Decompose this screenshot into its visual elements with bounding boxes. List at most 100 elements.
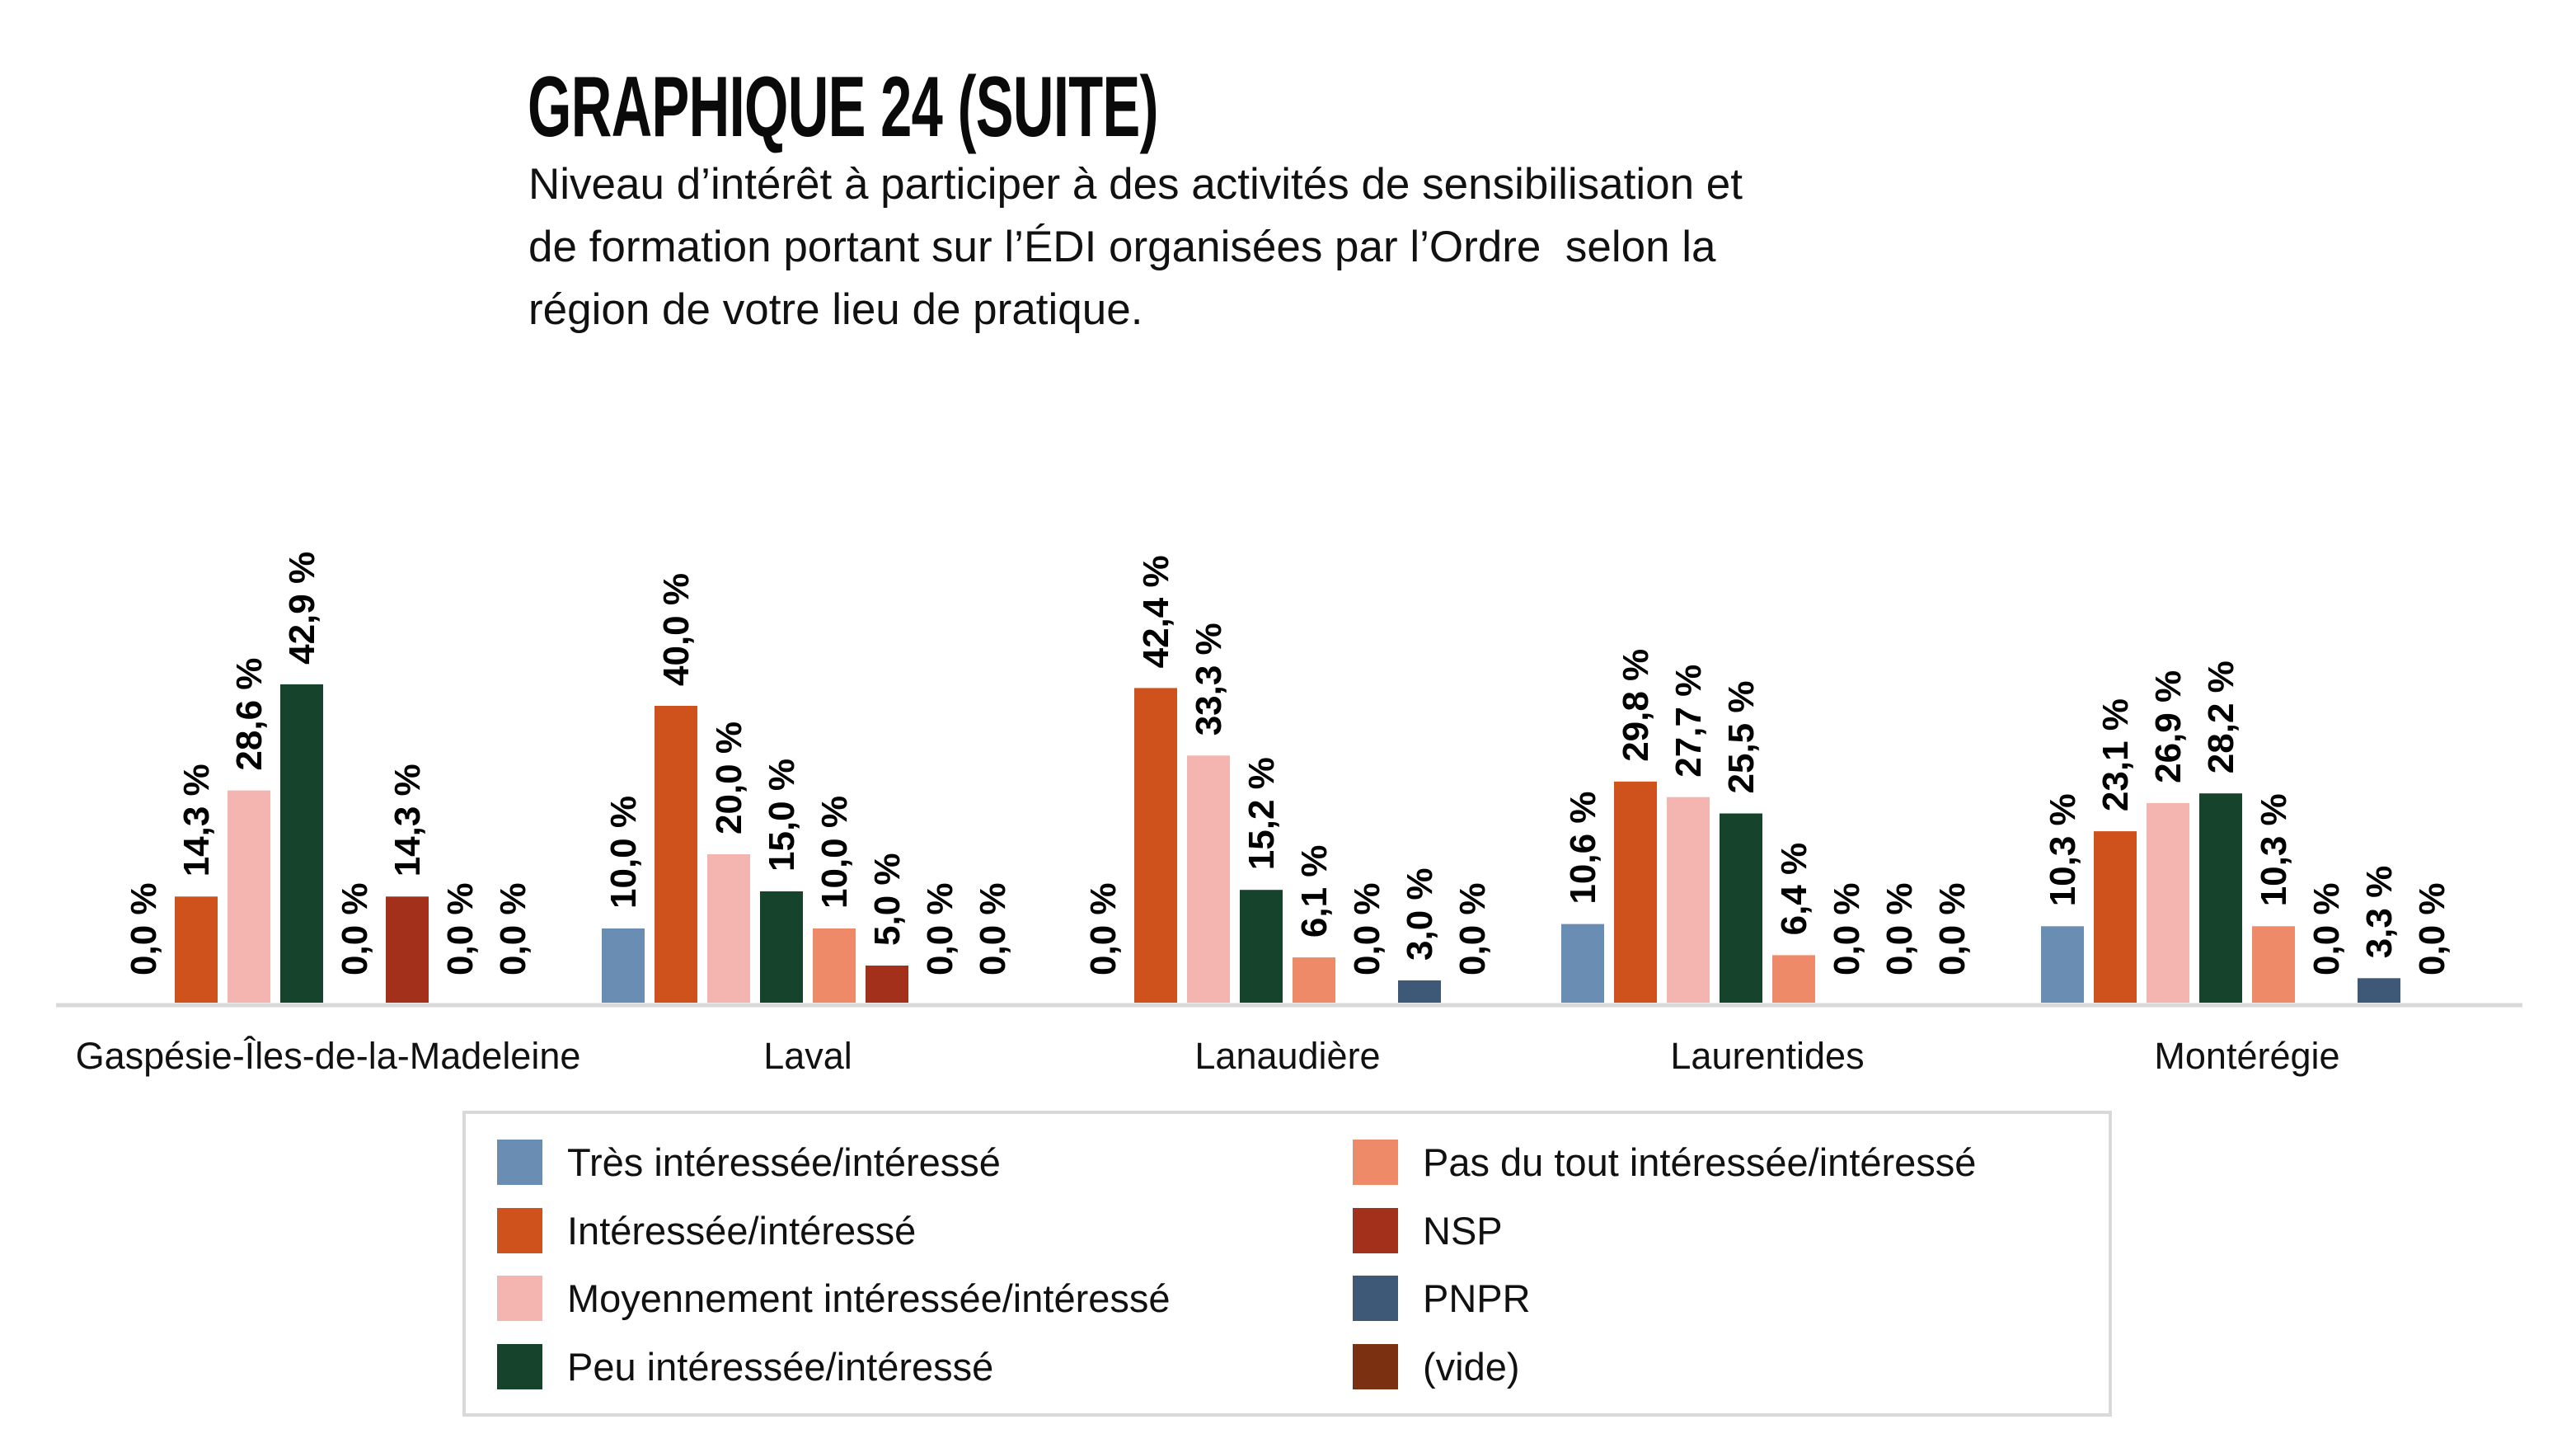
category-label: Gaspésie-Îles-de-la-Madeleine [76, 1035, 581, 1077]
legend-label: Moyennement intéressée/intéressé [567, 1276, 1171, 1320]
legend-item: Moyennement intéressée/intéressé [497, 1275, 1171, 1321]
value-label: 10,3 % [2254, 793, 2294, 906]
legend-item: Très intéressée/intéressé [497, 1139, 1001, 1185]
bar [2147, 802, 2189, 1003]
value-label: 10,0 % [603, 796, 644, 909]
chart-title: GRAPHIQUE 24 (SUITE) [528, 59, 1158, 155]
value-label: 10,3 % [2043, 793, 2083, 906]
value-label: 27,7 % [1668, 665, 1709, 778]
bar [2041, 926, 2084, 1003]
value-label: 33,3 % [1189, 623, 1229, 736]
category-label: Montérégie [2154, 1035, 2339, 1077]
bar [655, 706, 697, 1003]
bar [1561, 924, 1604, 1003]
legend-swatch [1353, 1139, 1398, 1185]
category-label: Laval [763, 1035, 852, 1077]
value-label: 0,0 % [493, 882, 533, 975]
subtitle-line: région de votre lieu de pratique. [528, 285, 1143, 334]
legend-swatch [1353, 1207, 1398, 1253]
value-label: 23,1 % [2095, 698, 2136, 811]
legend-swatch [497, 1343, 542, 1389]
value-label: 0,0 % [2306, 882, 2347, 975]
value-label: 20,0 % [709, 722, 749, 834]
value-label: 42,4 % [1136, 555, 1176, 668]
category-label: Laurentides [1670, 1035, 1864, 1077]
value-label: 5,0 % [867, 853, 908, 946]
bar [1240, 890, 1283, 1003]
subtitle-line: Niveau d’intérêt à participer à des acti… [528, 160, 1743, 209]
value-label: 0,0 % [1452, 882, 1493, 975]
legend-swatch [1353, 1343, 1398, 1389]
bar [760, 891, 803, 1003]
bar [1772, 955, 1815, 1003]
bar [1134, 688, 1177, 1003]
value-label: 0,0 % [1083, 882, 1124, 975]
value-label: 40,0 % [656, 573, 697, 686]
legend-label: Très intéressée/intéressé [567, 1140, 1001, 1184]
legend-swatch [497, 1207, 542, 1253]
bar [866, 966, 908, 1003]
bar [175, 896, 218, 1003]
value-label: 0,0 % [1827, 882, 1867, 975]
bars-layer [175, 684, 2400, 1003]
category-label: Lanaudière [1194, 1035, 1380, 1077]
legend-item: Pas du tout intéressée/intéressé [1353, 1139, 1976, 1185]
legend-item: (vide) [1353, 1343, 1520, 1389]
legend-label: Intéressée/intéressé [567, 1208, 917, 1253]
legend-label: NSP [1423, 1208, 1503, 1253]
value-label: 10,0 % [814, 796, 855, 909]
category-labels-layer: Gaspésie-Îles-de-la-Madeleine Laval Lanaud… [76, 1035, 2340, 1077]
value-label: 14,3 % [176, 764, 217, 877]
value-label: 0,0 % [1879, 882, 1920, 975]
value-label: 14,3 % [387, 764, 428, 877]
value-label: 0,0 % [2412, 882, 2452, 975]
bar [2094, 831, 2137, 1003]
legend-swatch [497, 1275, 542, 1321]
value-label: 10,6 % [1563, 792, 1603, 905]
value-label: 0,0 % [335, 882, 375, 975]
value-label: 28,2 % [2201, 660, 2241, 773]
legend-swatch [1353, 1275, 1398, 1321]
value-label: 0,0 % [124, 882, 164, 975]
value-label: 0,0 % [973, 882, 1013, 975]
bar [1614, 781, 1657, 1003]
bar [602, 928, 645, 1003]
legend-item: PNPR [1353, 1275, 1531, 1321]
bar [386, 896, 429, 1003]
subtitle-line: de formation portant sur l’ÉDI organisée… [528, 223, 1716, 271]
legend-item: Intéressée/intéressé [497, 1207, 916, 1253]
bar-chart: 0,0 % 14,3 % 28,6 % 42,9 % 0,0 % 14,3 % 0,0 % 0… [56, 552, 2522, 1077]
value-label: 25,5 % [1721, 681, 1762, 794]
bar [2199, 793, 2242, 1003]
legend-label: Peu intéressée/intéressé [567, 1344, 994, 1389]
value-label: 3,3 % [2359, 866, 2400, 959]
value-label: 6,4 % [1774, 843, 1814, 936]
bar [1187, 755, 1230, 1003]
bar [813, 928, 856, 1003]
value-labels-layer: 0,0 % 14,3 % 28,6 % 42,9 % 0,0 % 14,3 % 0,0 % 0… [124, 552, 2452, 975]
value-label: 3,0 % [1400, 867, 1440, 961]
bar [1398, 980, 1441, 1003]
legend-swatch [497, 1139, 542, 1185]
bar [1293, 957, 1335, 1003]
legend-label: Pas du tout intéressée/intéressé [1423, 1140, 1977, 1184]
bar [228, 790, 270, 1003]
bar [2252, 926, 2295, 1003]
value-label: 0,0 % [1932, 882, 1973, 975]
legend-label: PNPR [1423, 1276, 1531, 1320]
legend-item: NSP [1353, 1207, 1503, 1253]
value-label: 0,0 % [1347, 882, 1387, 975]
value-label: 15,2 % [1241, 757, 1282, 870]
bar [2358, 978, 2400, 1003]
chart-subtitle: Niveau d’intérêt à participer à des acti… [528, 153, 2095, 341]
value-label: 0,0 % [920, 882, 960, 975]
bar [1720, 813, 1762, 1003]
value-label: 28,6 % [229, 658, 270, 771]
value-label: 15,0 % [762, 759, 802, 872]
value-label: 26,9 % [2148, 670, 2189, 783]
legend: Très intéressée/intéressé Intéressée/int… [462, 1111, 2112, 1417]
value-label: 0,0 % [440, 882, 481, 975]
value-label: 29,8 % [1616, 649, 1656, 762]
legend-label: (vide) [1423, 1344, 1520, 1389]
bar [707, 854, 750, 1003]
